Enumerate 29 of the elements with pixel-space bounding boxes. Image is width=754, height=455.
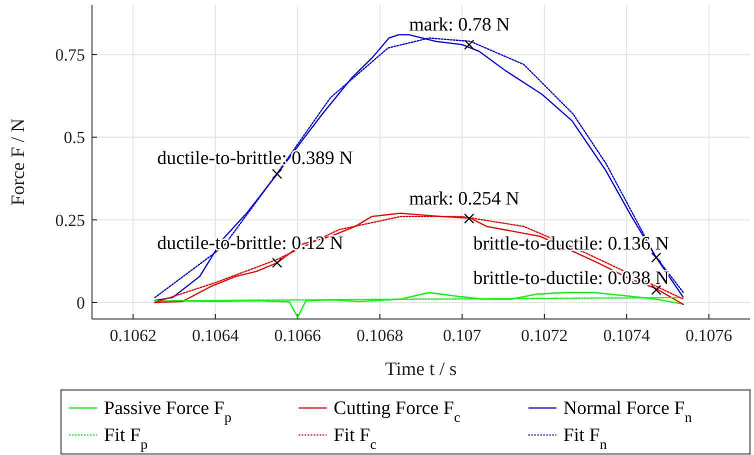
y-axis-title: Force F / N	[8, 118, 29, 206]
annotation: ductile-to-brittle: 0.389 N	[157, 148, 354, 169]
annotation: mark: 0.254 N	[409, 188, 520, 210]
x-tick-label: 0.107	[443, 326, 482, 345]
legend-label: Passive Force F$_{p}$	[104, 398, 232, 426]
legend-label: Fit F$_{n}$	[563, 425, 607, 453]
x-tick-label: 0.1068	[356, 326, 404, 345]
annotation: mark: 0.78 N	[409, 14, 510, 36]
y-tick-label: 0	[76, 293, 85, 312]
legend-label: Fit F$_{p}$	[104, 425, 148, 453]
point	[464, 213, 474, 224]
y-tick-label: 0.75	[55, 46, 85, 65]
point	[272, 168, 282, 179]
y-tick-label: 0.5	[64, 128, 85, 148]
legend-label: Normal Force F$_{n}$	[563, 398, 692, 426]
x-tick-label: 0.1066	[274, 326, 321, 345]
x-tick-label: 0.1062	[110, 326, 156, 345]
point	[651, 284, 662, 296]
x-axis-title: Time t / s	[385, 359, 457, 380]
point	[464, 40, 474, 50]
x-tick-label: 0.1072	[521, 326, 568, 345]
x-tick-label: 0.1064	[192, 326, 240, 345]
x-tick-label: 0.1074	[603, 326, 650, 345]
point	[651, 252, 662, 263]
legend-label: Fit F$_{c}$	[334, 425, 376, 453]
y-tick-label: 0.25	[55, 210, 85, 230]
x-tick-label: 0.1076	[686, 326, 732, 345]
legend-label: Cutting Force F$_{c}$	[334, 398, 460, 426]
point	[272, 258, 282, 268]
